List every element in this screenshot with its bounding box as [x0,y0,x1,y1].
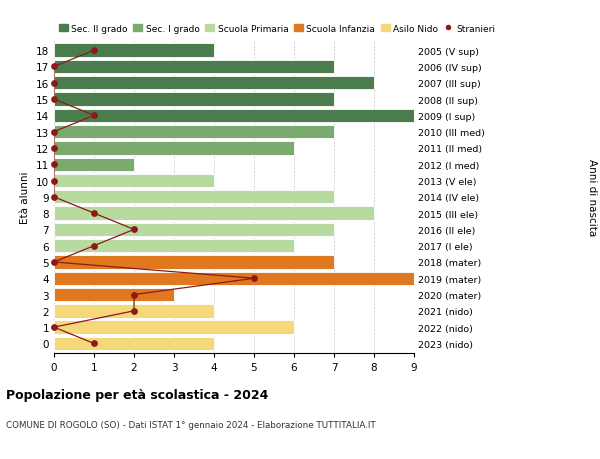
Point [49,178,59,185]
Bar [54,158,134,172]
Y-axis label: Età alunni: Età alunni [20,171,31,224]
Bar [54,321,294,334]
Point [129,308,139,315]
Bar [54,45,214,58]
Bar [54,174,214,188]
Point [49,145,59,152]
Bar [54,93,334,106]
Text: Popolazione per età scolastica - 2024: Popolazione per età scolastica - 2024 [6,388,268,401]
Point [89,242,99,250]
Point [49,64,59,71]
Point [49,96,59,103]
Text: COMUNE DI ROGOLO (SO) - Dati ISTAT 1° gennaio 2024 - Elaborazione TUTTITALIA.IT: COMUNE DI ROGOLO (SO) - Dati ISTAT 1° ge… [6,420,376,429]
Point [49,80,59,87]
Bar [54,288,174,302]
Point [49,161,59,168]
Bar [54,109,414,123]
Bar [54,207,374,220]
Point [89,340,99,347]
Point [249,275,259,282]
Bar [54,142,294,155]
Point [89,47,99,55]
Bar [54,304,214,318]
Point [49,324,59,331]
Point [89,112,99,120]
Bar [54,240,294,253]
Bar [54,190,334,204]
Text: Anni di nascita: Anni di nascita [587,159,597,236]
Bar [54,337,214,350]
Point [129,226,139,234]
Bar [54,223,334,236]
Point [49,259,59,266]
Point [89,210,99,217]
Bar [54,256,334,269]
Legend: Sec. II grado, Sec. I grado, Scuola Primaria, Scuola Infanzia, Asilo Nido, Stran: Sec. II grado, Sec. I grado, Scuola Prim… [59,25,496,34]
Bar [54,272,414,285]
Bar [54,61,334,74]
Point [129,291,139,298]
Point [49,194,59,201]
Bar [54,77,374,90]
Point [49,129,59,136]
Bar [54,126,334,139]
